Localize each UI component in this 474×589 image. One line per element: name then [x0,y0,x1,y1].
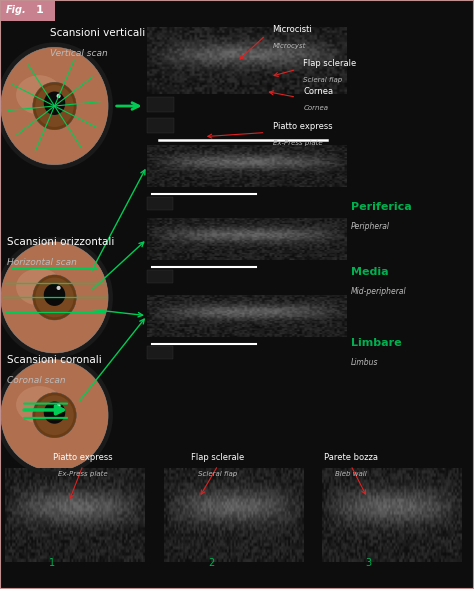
Ellipse shape [1,359,108,471]
Text: Microcisti: Microcisti [273,25,312,34]
Text: Ex-Press plate: Ex-Press plate [273,140,322,146]
Text: Coronal scan: Coronal scan [7,376,66,385]
Ellipse shape [35,85,74,127]
Ellipse shape [56,286,61,290]
Ellipse shape [1,47,108,165]
FancyBboxPatch shape [147,270,173,283]
Text: Flap sclerale: Flap sclerale [191,454,245,462]
FancyBboxPatch shape [147,197,173,210]
Text: Microcyst: Microcyst [273,43,306,49]
Text: 2: 2 [208,558,214,568]
Text: Scansioni coronali: Scansioni coronali [7,355,102,365]
Text: Scansioni orizzontali: Scansioni orizzontali [7,237,115,247]
Ellipse shape [35,277,74,317]
Ellipse shape [44,91,65,115]
Ellipse shape [44,402,65,423]
Ellipse shape [33,275,76,320]
Ellipse shape [1,241,108,353]
FancyBboxPatch shape [147,97,174,112]
Text: Cornea: Cornea [303,105,328,111]
Text: Peripheral: Peripheral [351,222,390,231]
Text: 3: 3 [366,558,372,568]
Text: 1: 1 [49,558,55,568]
Text: Scleral flap: Scleral flap [199,471,237,477]
Ellipse shape [16,386,62,423]
Text: Limbare: Limbare [351,338,401,348]
Ellipse shape [16,75,62,114]
Ellipse shape [35,395,74,435]
Text: Flap sclerale: Flap sclerale [303,59,356,68]
Text: Periferica: Periferica [351,203,411,212]
FancyBboxPatch shape [147,346,173,359]
Text: Mid-peripheral: Mid-peripheral [351,287,406,296]
Text: Piatto express: Piatto express [273,122,332,131]
Text: Scleral flap: Scleral flap [303,77,343,83]
Text: Cornea: Cornea [303,87,334,96]
Text: Fig.: Fig. [6,5,27,15]
Ellipse shape [33,393,76,438]
Ellipse shape [56,403,61,408]
Ellipse shape [44,284,65,306]
Text: 1: 1 [36,5,43,15]
FancyBboxPatch shape [0,0,55,21]
Text: Piatto express: Piatto express [53,454,113,462]
Text: Horizontal scan: Horizontal scan [7,258,77,267]
Ellipse shape [33,82,76,130]
Ellipse shape [56,94,61,98]
Ellipse shape [16,269,62,305]
Text: Vertical scan: Vertical scan [50,49,108,58]
Text: Limbus: Limbus [351,358,378,367]
FancyBboxPatch shape [147,118,174,133]
Text: Media: Media [351,267,388,277]
Text: Bleb wall: Bleb wall [335,471,366,477]
Text: Ex-Press plate: Ex-Press plate [58,471,108,477]
Text: Scansioni verticali: Scansioni verticali [50,28,145,38]
Text: Parete bozza: Parete bozza [324,454,378,462]
